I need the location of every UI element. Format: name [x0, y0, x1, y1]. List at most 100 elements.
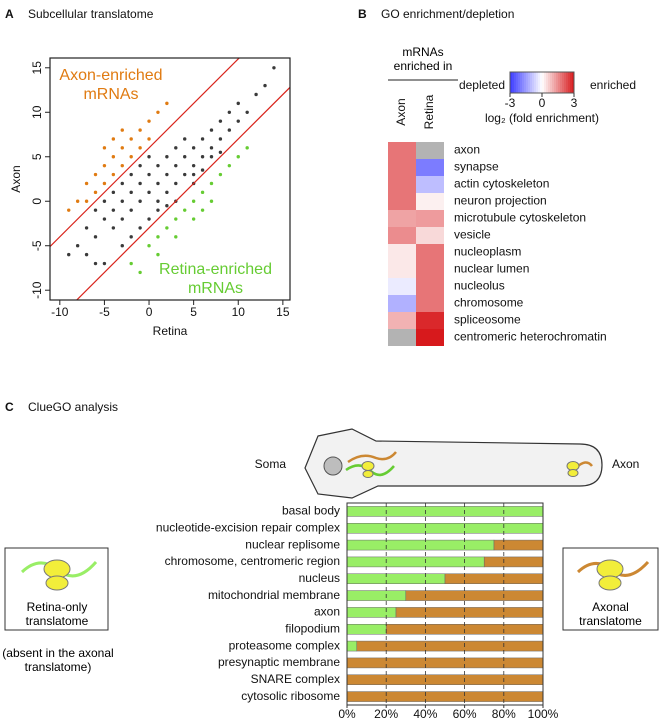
colorbar-tick-label: -3	[505, 96, 516, 110]
colorbar-step	[572, 72, 575, 93]
row-label: axon	[454, 143, 480, 157]
point	[120, 163, 124, 168]
point	[209, 128, 214, 132]
colorbar-step	[522, 72, 525, 93]
bar-segment	[346, 691, 544, 702]
category-label: nucleus	[299, 571, 340, 585]
point	[191, 217, 196, 221]
point	[156, 163, 160, 168]
heatmap-cell	[416, 244, 444, 261]
point	[218, 119, 223, 123]
point	[75, 199, 80, 203]
point	[84, 181, 89, 186]
row-label: microtubule cytoskeleton	[454, 211, 586, 225]
point	[111, 208, 116, 212]
point	[75, 244, 80, 248]
point	[147, 172, 151, 177]
point	[67, 208, 71, 212]
colorbar-step	[518, 72, 521, 93]
panel-letter: A	[5, 7, 14, 21]
point	[147, 244, 151, 248]
annotation: Retina-enriched mRNAs	[159, 261, 272, 298]
colorbar-step	[512, 72, 515, 93]
colorbar-step	[526, 72, 529, 93]
panel-title: ClueGO analysis	[28, 400, 118, 414]
point	[272, 66, 276, 70]
heatmap-cell	[416, 193, 444, 210]
x-tick-label: 0%	[338, 707, 356, 721]
bar-segment	[346, 539, 495, 551]
colorbar-step	[550, 72, 553, 93]
legend-label: Retina-only translatome	[25, 600, 89, 629]
point	[183, 208, 187, 212]
row-label: neuron projection	[454, 194, 547, 208]
point	[147, 217, 151, 221]
category-label: mitochondrial membrane	[208, 588, 340, 602]
point	[156, 235, 160, 239]
panel-title: GO enrichment/depletion	[381, 7, 514, 21]
point	[165, 190, 169, 195]
row-label: actin cytoskeleton	[454, 177, 549, 191]
point	[156, 110, 160, 114]
point	[200, 190, 205, 195]
category-label: cytosolic ribosome	[241, 689, 340, 703]
heatmap-cell	[416, 176, 444, 193]
category-label: proteasome complex	[229, 638, 340, 652]
point	[183, 172, 187, 177]
point	[245, 110, 249, 114]
point	[129, 155, 133, 159]
point	[191, 172, 196, 177]
colorbar-step	[510, 72, 513, 93]
colorbar-step	[564, 72, 567, 93]
point	[227, 163, 232, 168]
point	[138, 270, 142, 275]
bar-segment	[346, 657, 544, 669]
point	[129, 208, 133, 212]
colorbar-step	[570, 72, 573, 93]
point	[165, 101, 169, 106]
bar-segment	[356, 640, 544, 652]
heatmap-cell	[388, 295, 416, 312]
point	[209, 155, 214, 159]
point	[84, 226, 89, 230]
x-tick-label: 60%	[453, 707, 477, 721]
colorbar-step	[560, 72, 563, 93]
x-tick-label: 5	[190, 305, 197, 319]
colorbar-step	[524, 72, 527, 93]
panel-letter: C	[5, 400, 14, 414]
colorbar-step	[540, 72, 543, 93]
point	[218, 150, 223, 155]
row-label: synapse	[454, 160, 499, 174]
bar-segment	[346, 506, 544, 517]
point	[156, 199, 160, 203]
colorbar-step	[558, 72, 561, 93]
point	[156, 181, 160, 186]
point	[227, 110, 232, 114]
y-tick-label: 0	[30, 198, 44, 205]
point	[165, 172, 169, 177]
x-tick-label: 15	[276, 305, 290, 319]
point	[93, 190, 98, 195]
heatmap-cell	[388, 176, 416, 193]
bar-segment	[346, 640, 358, 652]
point	[67, 252, 71, 257]
point	[111, 155, 116, 159]
point	[138, 163, 142, 168]
heatmap-cell	[388, 329, 416, 346]
x-tick-label: -10	[51, 305, 69, 319]
point	[218, 172, 223, 177]
category-label: chromosome, centromeric region	[165, 554, 340, 568]
colorbar-step	[542, 72, 545, 93]
heatmap-cell	[388, 227, 416, 244]
heatmap-cell	[388, 312, 416, 329]
point	[174, 235, 178, 239]
point	[93, 208, 98, 212]
colorbar-step	[530, 72, 533, 93]
point	[191, 199, 196, 203]
point	[102, 163, 107, 168]
point	[120, 128, 124, 132]
annotation: Axon-enriched mRNAs	[59, 67, 163, 104]
colorbar-step	[536, 72, 539, 93]
point	[147, 155, 151, 159]
